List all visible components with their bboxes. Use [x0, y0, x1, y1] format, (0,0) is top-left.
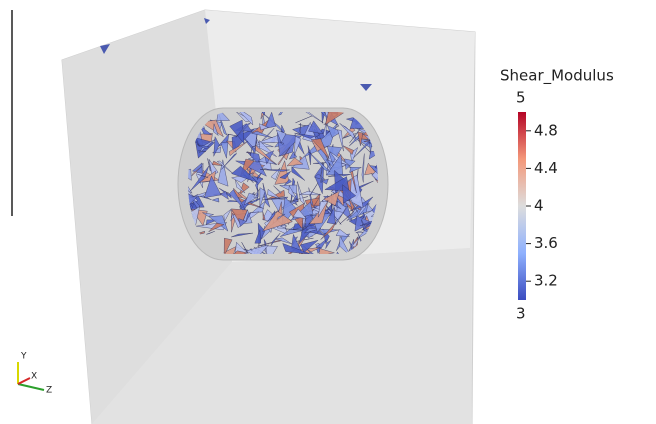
colorbar-tick-label: 4 [534, 197, 544, 215]
colorbar-tick-label: 4.4 [534, 159, 558, 177]
colorbar-title: Shear_Modulus [500, 67, 614, 86]
render-view: Shear_Modulus 5 3 4.8 4.4 4 3.6 3.2 Y X Z [0, 0, 656, 424]
scene: Shear_Modulus 5 3 4.8 4.4 4 3.6 3.2 Y X Z [0, 0, 656, 424]
colorbar-min-label: 3 [516, 305, 526, 323]
colorbar-max-label: 5 [516, 89, 526, 107]
colorbar-tick-label: 3.6 [534, 234, 558, 252]
colorbar-tick-label: 3.2 [534, 272, 558, 290]
axis-label: X [31, 372, 37, 382]
colorbar-tick-label: 4.8 [534, 121, 558, 139]
axis-label: Y [20, 352, 27, 362]
axis-label: Z [46, 386, 52, 396]
colorbar [518, 112, 526, 300]
orientation-axes: Y X Z [18, 352, 52, 396]
